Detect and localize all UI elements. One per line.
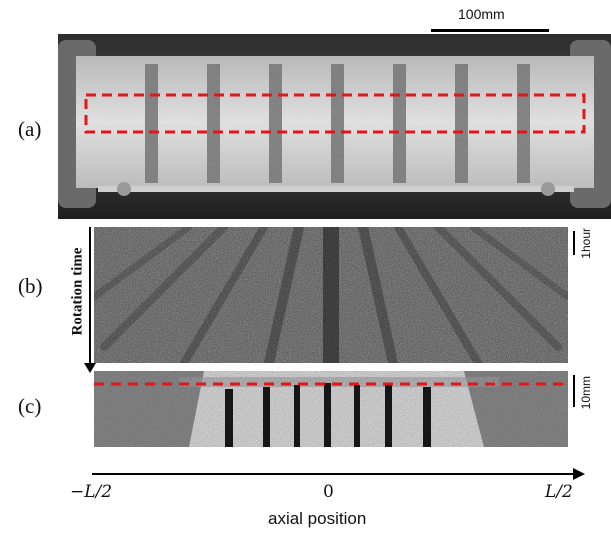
x-axis-arrowhead xyxy=(573,468,585,480)
mm-scale-bar xyxy=(573,375,575,407)
x-axis-center-label: 0 xyxy=(323,482,334,502)
panel-c-profile xyxy=(94,371,568,447)
panel-a-photo xyxy=(58,34,611,219)
x-axis-right-label: L/2 xyxy=(545,482,573,502)
b-noise xyxy=(94,227,568,363)
rotation-time-label: Rotation time xyxy=(69,247,86,336)
x-axis-title: axial position xyxy=(268,509,367,528)
panel-label-c: (c) xyxy=(18,394,42,418)
mm-scale-label: 10mm xyxy=(579,376,593,410)
top-scale-label: 100mm xyxy=(458,6,505,22)
left-bearing xyxy=(117,182,131,196)
highlight-box xyxy=(84,93,586,134)
x-axis-line xyxy=(92,473,575,475)
panel-label-a: (a) xyxy=(18,117,42,141)
panel-label-b: (b) xyxy=(18,274,43,298)
c-dark-bands xyxy=(225,383,431,447)
hour-scale-label: 1hour xyxy=(579,228,593,259)
x-axis-left-label: −L/2 xyxy=(70,482,113,502)
right-bearing xyxy=(541,182,555,196)
time-arrow-head xyxy=(84,363,96,373)
support-rod xyxy=(98,186,574,192)
panel-b-spacetime xyxy=(94,227,568,363)
tube-texture xyxy=(76,56,594,188)
time-arrow-line xyxy=(89,227,91,367)
hour-scale-bar xyxy=(573,231,575,255)
top-scale-bar xyxy=(431,29,549,32)
